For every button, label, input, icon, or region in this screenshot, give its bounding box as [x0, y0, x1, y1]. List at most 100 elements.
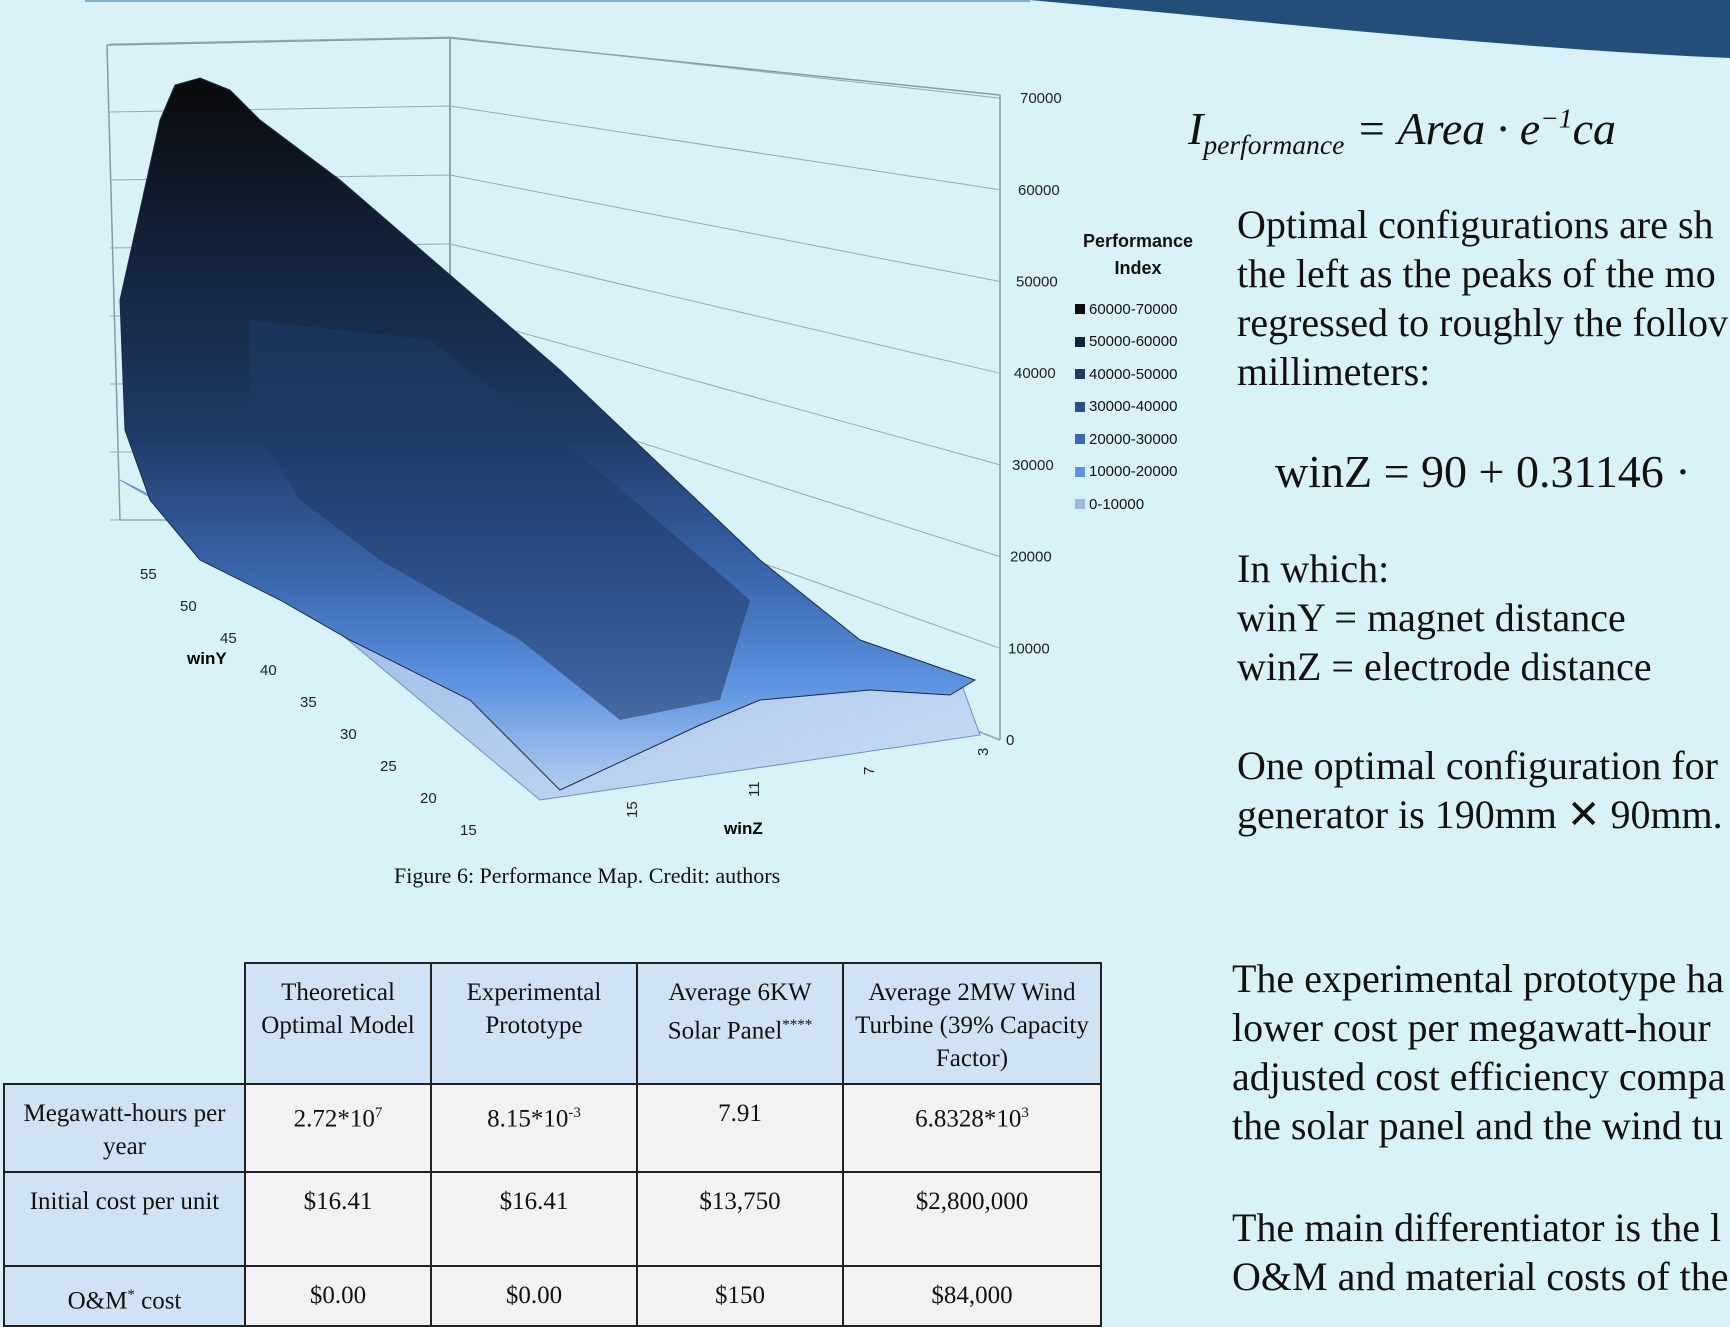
- legend-swatch: [1075, 499, 1085, 510]
- z-tick-label: 0: [1006, 732, 1014, 749]
- table-cell: $84,000: [842, 1264, 1102, 1327]
- winy-tick-label: 25: [380, 758, 397, 775]
- y-axis-label: winY: [186, 649, 227, 668]
- text-line: the left as the peaks of the mo: [1237, 251, 1716, 296]
- z-gridline: [449, 105, 1001, 191]
- legend-item: 30000-40000: [1075, 391, 1177, 424]
- text-line: lower cost per megawatt-hour: [1232, 1005, 1711, 1050]
- text-line: O&M and material costs of the: [1232, 1254, 1729, 1299]
- text-line: winY = magnet distance: [1237, 595, 1626, 640]
- row-label: Initial cost per unit: [3, 1171, 246, 1267]
- table-cell: $150: [636, 1264, 844, 1327]
- z-gridline: [109, 105, 451, 113]
- chart-legend: 60000-70000 50000-60000 40000-50000 30000-4…: [1075, 293, 1177, 521]
- performance-map-chart: 0 10000 20000 30000 40000 50000 60000 70000 55 5…: [106, 36, 1062, 839]
- surface-inner-valley: [250, 320, 750, 720]
- z-gridline: [109, 36, 451, 45]
- table-cell: $13,750: [636, 1171, 844, 1267]
- table-cell: 6.8328*103: [842, 1083, 1102, 1173]
- text-line: adjusted cost efficiency compa: [1232, 1054, 1726, 1099]
- table-cell: 8.15*10-3: [430, 1083, 638, 1173]
- figure-caption: Figure 6: Performance Map. Credit: autho…: [394, 863, 781, 888]
- cost-comparison-table: Theoretical Optimal Model Experimental P…: [3, 962, 1102, 1327]
- paragraph-optimal: Optimal configurations are sh the left a…: [1237, 200, 1728, 396]
- text-line: The main differentiator is the l: [1232, 1205, 1722, 1250]
- text-line: winZ = electrode distance: [1237, 644, 1652, 689]
- paragraph-differentiator: The main differentiator is the l O&M and…: [1232, 1203, 1729, 1301]
- legend-item: 40000-50000: [1075, 358, 1177, 391]
- legend-swatch: [1075, 401, 1085, 412]
- text-line: The experimental prototype ha: [1232, 956, 1725, 1001]
- winy-tick-label: 20: [420, 790, 437, 807]
- header-band: [85, 0, 1730, 58]
- x-axis-label: winZ: [723, 819, 763, 838]
- legend-label: 60000-70000: [1089, 300, 1178, 318]
- z-gridline: [449, 312, 1001, 466]
- text-line: One optimal configuration for: [1237, 743, 1718, 788]
- winy-tick-label: 15: [460, 822, 477, 839]
- paragraph-prototype: The experimental prototype ha lower cost…: [1232, 954, 1726, 1150]
- table-row: Initial cost per unit $16.41 $16.41 $13,…: [3, 1171, 1102, 1267]
- winy-tick-label: 40: [260, 662, 277, 679]
- z-tick-label: 30000: [1012, 457, 1054, 474]
- header-prototype: Experimental Prototype: [430, 962, 638, 1085]
- z-tick-label: 70000: [1020, 90, 1062, 107]
- table-cell: $0.00: [244, 1264, 432, 1327]
- legend-swatch: [1075, 336, 1085, 347]
- legend-swatch: [1075, 434, 1085, 445]
- legend-item: 10000-20000: [1075, 456, 1177, 489]
- legend-item: 0-10000: [1075, 488, 1177, 521]
- legend-item: 60000-70000: [1075, 293, 1177, 326]
- z-tick-label: 10000: [1008, 640, 1050, 657]
- text-line: regressed to roughly the follov: [1237, 300, 1728, 345]
- performance-equation: Iperformance = Area · e−1ca: [1188, 102, 1617, 161]
- legend-item: 20000-30000: [1075, 423, 1177, 456]
- winy-tick-label: 45: [220, 630, 237, 647]
- regression-equation: winZ = 90 + 0.31146 ·: [1275, 446, 1691, 497]
- legend-swatch: [1075, 369, 1085, 380]
- table-cell: $0.00: [430, 1264, 638, 1327]
- winy-tick-label: 50: [180, 598, 197, 615]
- text-line: In which:: [1237, 546, 1390, 591]
- paragraph-configuration: One optimal configuration for generator …: [1237, 741, 1723, 839]
- legend-label: 30000-40000: [1089, 398, 1178, 416]
- table-cell: $2,800,000: [842, 1171, 1102, 1267]
- legend-swatch: [1075, 304, 1085, 315]
- text-line: generator is 190mm ✕ 90mm.: [1237, 792, 1723, 837]
- z-tick-label: 40000: [1014, 365, 1056, 382]
- table-row: O&M* cost $0.00 $0.00 $150 $84,000: [3, 1264, 1102, 1327]
- header-wind: Average 2MW Wind Turbine (39% Capacity F…: [842, 962, 1102, 1085]
- legend-label: 40000-50000: [1089, 365, 1178, 383]
- text-line: Optimal configurations are sh: [1237, 202, 1714, 247]
- header-solar: Average 6KW Solar Panel****: [636, 962, 844, 1085]
- winz-tick-label: 11: [746, 781, 763, 797]
- z-gridline: [449, 174, 1001, 282]
- text-line: millimeters:: [1237, 349, 1431, 394]
- legend-label: 0-10000: [1089, 495, 1145, 513]
- z-tick-label: 60000: [1018, 182, 1060, 199]
- winy-tick-label: 30: [340, 726, 357, 743]
- z-gridline: [449, 243, 1001, 374]
- table-header-row: Theoretical Optimal Model Experimental P…: [4, 962, 1102, 1085]
- winz-tick-label: 7: [861, 767, 878, 775]
- header-theoretical: Theoretical Optimal Model: [244, 962, 432, 1085]
- row-label: Megawatt-hours per year: [3, 1083, 246, 1173]
- z-gridline: [449, 36, 1001, 99]
- table-cell: $16.41: [244, 1171, 432, 1267]
- winz-tick-label: 3: [975, 748, 992, 756]
- winy-tick-label: 35: [300, 694, 317, 711]
- legend-label: 50000-60000: [1089, 333, 1178, 351]
- table-cell: $16.41: [430, 1171, 638, 1267]
- table-cell: 7.91: [636, 1083, 844, 1173]
- winy-tick-label: 55: [140, 566, 157, 583]
- winz-tick-label: 15: [624, 801, 641, 818]
- legend-swatch: [1075, 466, 1085, 477]
- legend-item: 50000-60000: [1075, 326, 1177, 359]
- table-row: Megawatt-hours per year 2.72*107 8.15*10…: [3, 1083, 1102, 1173]
- legend-title: Performance Index: [1082, 231, 1194, 278]
- legend-label: 20000-30000: [1089, 430, 1178, 448]
- z-tick-label: 50000: [1016, 274, 1058, 291]
- paragraph-definitions: In which: winY = magnet distance winZ = …: [1237, 544, 1652, 691]
- row-label: O&M* cost: [3, 1264, 246, 1327]
- text-line: the solar panel and the wind tu: [1232, 1103, 1723, 1148]
